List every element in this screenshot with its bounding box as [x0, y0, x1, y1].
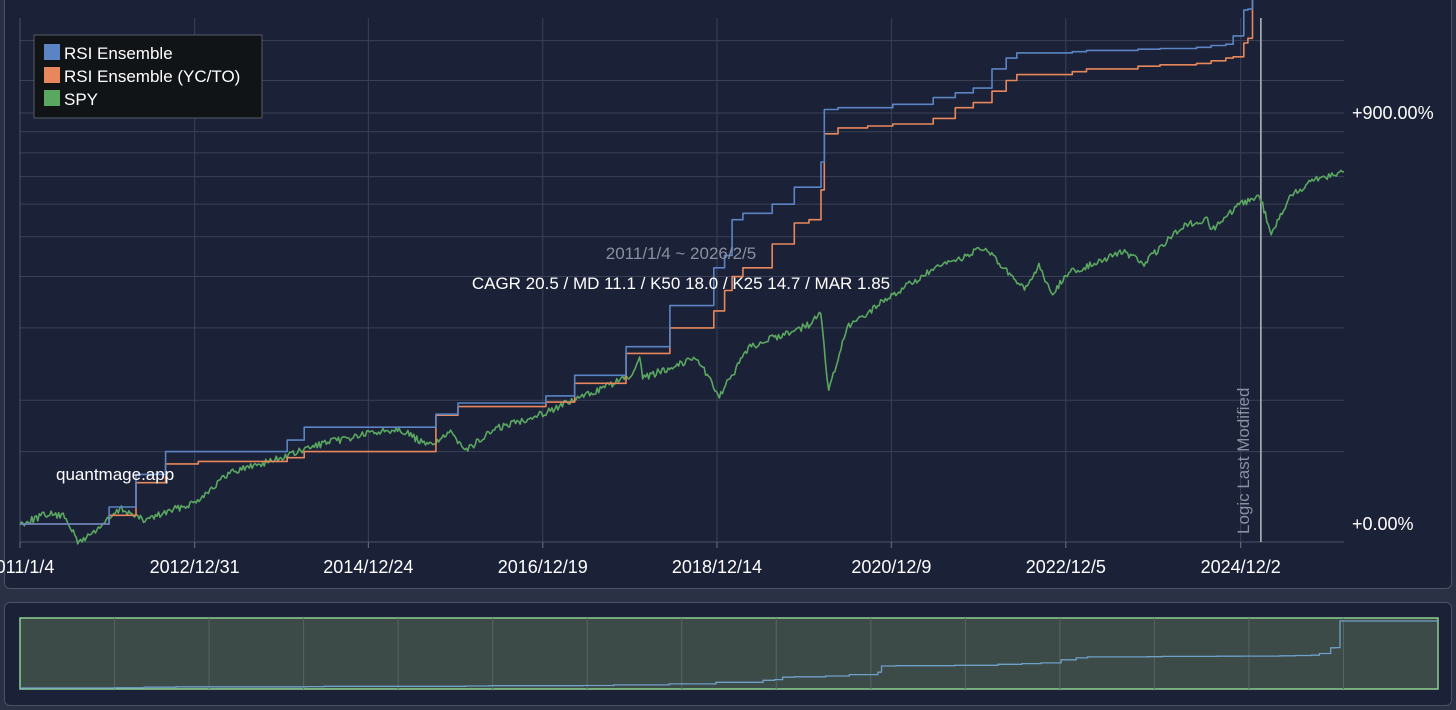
navigator[interactable]	[19, 617, 1439, 690]
navigator-series-line	[20, 620, 1438, 689]
logic-modified-marker: Logic Last Modified	[1234, 18, 1262, 542]
period-label: 2011/1/4 ~ 2026/2/5	[606, 244, 756, 263]
x-tick-label: 2020/12/9	[851, 557, 931, 577]
legend-swatch	[44, 67, 60, 83]
series-lines	[19, 0, 1345, 545]
x-tick-label: 2012/12/31	[150, 557, 240, 577]
y-tick-label: +0.00%	[1352, 514, 1414, 534]
series-line-rsi-ensemble-yc-to	[20, 0, 1254, 525]
x-axis: 2011/1/4 2012/12/31 2014/12/24 2016/12/19 20…	[0, 542, 1281, 577]
navigator-range[interactable]	[19, 617, 1439, 690]
y-axis: +0.00% +900.00%	[1352, 103, 1434, 534]
x-tick-label: 2014/12/24	[323, 557, 413, 577]
legend-entry[interactable]: SPY	[64, 90, 98, 109]
legend-swatch	[44, 90, 60, 106]
watermark: quantmage.app	[56, 465, 174, 484]
x-tick-label: 2022/12/5	[1026, 557, 1106, 577]
stats-label: CAGR 20.5 / MD 11.1 / K50 18.0 / K25 14.…	[472, 274, 890, 293]
marker-label: Logic Last Modified	[1234, 388, 1253, 534]
x-tick-label: 2016/12/19	[498, 557, 588, 577]
grid-lines	[19, 18, 1344, 543]
legend[interactable]: RSI Ensemble RSI Ensemble (YC/TO) SPY	[33, 34, 263, 119]
series-line-spy	[19, 169, 1345, 545]
legend-swatch	[44, 44, 60, 60]
series-line-rsi-ensemble	[20, 0, 1254, 525]
x-tick-label: 2024/12/2	[1201, 557, 1281, 577]
x-tick-label: 2018/12/14	[672, 557, 762, 577]
x-tick-label: 2011/1/4	[0, 557, 54, 577]
y-tick-label: +900.00%	[1352, 103, 1434, 123]
legend-entry[interactable]: RSI Ensemble (YC/TO)	[64, 67, 240, 86]
legend-entry[interactable]: RSI Ensemble	[64, 44, 173, 63]
